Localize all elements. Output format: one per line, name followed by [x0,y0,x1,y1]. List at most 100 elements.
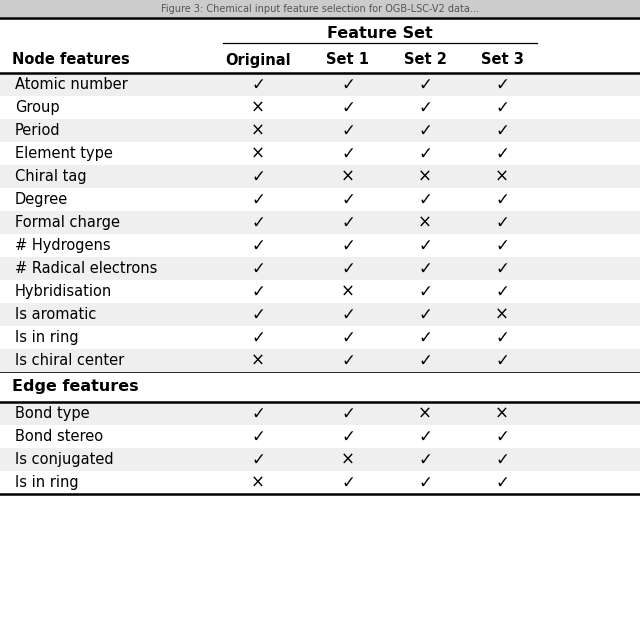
Text: ✓: ✓ [418,121,432,140]
Text: ✓: ✓ [251,237,265,255]
Text: ✓: ✓ [495,191,509,209]
Text: Bond type: Bond type [15,406,90,421]
Text: Node features: Node features [12,52,130,67]
Text: ✓: ✓ [341,260,355,277]
Text: ×: × [341,168,355,186]
Text: ✓: ✓ [495,145,509,163]
Text: ✓: ✓ [251,168,265,186]
Bar [0,96,640,119]
Text: ×: × [251,121,265,140]
Text: ✓: ✓ [251,427,265,445]
Bar [0,234,640,257]
Text: Period: Period [15,123,61,138]
Bar [0,119,640,142]
Text: ×: × [495,404,509,422]
Text: ✓: ✓ [251,282,265,300]
Text: ✓: ✓ [251,191,265,209]
Text: Feature Set: Feature Set [327,26,433,40]
Text: Set 1: Set 1 [326,52,369,67]
Bar [0,326,640,349]
Text: Bond stereo: Bond stereo [15,429,103,444]
Text: Group: Group [15,100,60,115]
Text: ✓: ✓ [341,75,355,93]
Bar [0,471,640,494]
Text: Formal charge: Formal charge [15,215,120,230]
Text: Chiral tag: Chiral tag [15,169,86,184]
Text: ✓: ✓ [418,237,432,255]
Text: ✓: ✓ [418,473,432,492]
Bar [0,188,640,211]
Text: ✓: ✓ [418,305,432,323]
Text: ✓: ✓ [251,450,265,468]
Text: ✓: ✓ [418,351,432,369]
Text: ✓: ✓ [495,260,509,277]
Text: ×: × [341,450,355,468]
Text: ✓: ✓ [341,191,355,209]
Bar [0,303,640,326]
Text: ✓: ✓ [418,450,432,468]
Text: Is conjugated: Is conjugated [15,452,114,467]
Text: Degree: Degree [15,192,68,207]
Text: Edge features: Edge features [12,379,139,394]
Bar [0,211,640,234]
Text: ✓: ✓ [341,237,355,255]
Text: ✓: ✓ [495,214,509,232]
Text: ✓: ✓ [341,121,355,140]
Text: ✓: ✓ [418,75,432,93]
Text: Is in ring: Is in ring [15,475,79,490]
Text: ×: × [418,404,432,422]
Text: ×: × [251,351,265,369]
Text: ✓: ✓ [341,214,355,232]
Text: ✓: ✓ [495,328,509,346]
Bar [0,0,640,17]
Text: ×: × [418,168,432,186]
Text: Element type: Element type [15,146,113,161]
Text: ✓: ✓ [418,260,432,277]
Text: ✓: ✓ [418,191,432,209]
Text: ✓: ✓ [251,305,265,323]
Text: Original: Original [225,52,291,67]
Text: ✓: ✓ [495,351,509,369]
Bar [0,257,640,280]
Text: ✓: ✓ [495,450,509,468]
Text: ✓: ✓ [341,98,355,117]
Text: ✓: ✓ [251,328,265,346]
Bar [0,142,640,165]
Text: ×: × [418,214,432,232]
Text: ✓: ✓ [495,282,509,300]
Text: # Hydrogens: # Hydrogens [15,238,111,253]
Text: ×: × [251,98,265,117]
Text: ✓: ✓ [341,404,355,422]
Text: ✓: ✓ [418,427,432,445]
Text: ×: × [251,473,265,492]
Bar [0,73,640,96]
Text: Figure 3: Chemical input feature selection for OGB-LSC-V2 data...: Figure 3: Chemical input feature selecti… [161,4,479,14]
Text: ×: × [495,305,509,323]
Bar [0,280,640,303]
Text: ✓: ✓ [495,121,509,140]
Bar [0,165,640,188]
Bar [0,425,640,448]
Text: ✓: ✓ [341,328,355,346]
Bar [0,349,640,372]
Text: ✓: ✓ [418,145,432,163]
Text: ✓: ✓ [495,473,509,492]
Text: ✓: ✓ [341,351,355,369]
Text: ✓: ✓ [418,328,432,346]
Text: ✓: ✓ [495,98,509,117]
Text: ✓: ✓ [341,473,355,492]
Text: Is chiral center: Is chiral center [15,353,124,368]
Text: ✓: ✓ [341,427,355,445]
Text: Hybridisation: Hybridisation [15,284,112,299]
Text: ✓: ✓ [418,98,432,117]
Text: ✓: ✓ [251,260,265,277]
Text: ✓: ✓ [418,282,432,300]
Text: ✓: ✓ [495,427,509,445]
Text: Is in ring: Is in ring [15,330,79,345]
Text: ✓: ✓ [251,214,265,232]
Text: ✓: ✓ [341,305,355,323]
Text: ✓: ✓ [495,75,509,93]
Text: ✓: ✓ [341,145,355,163]
Bar [0,448,640,471]
Bar [0,402,640,425]
